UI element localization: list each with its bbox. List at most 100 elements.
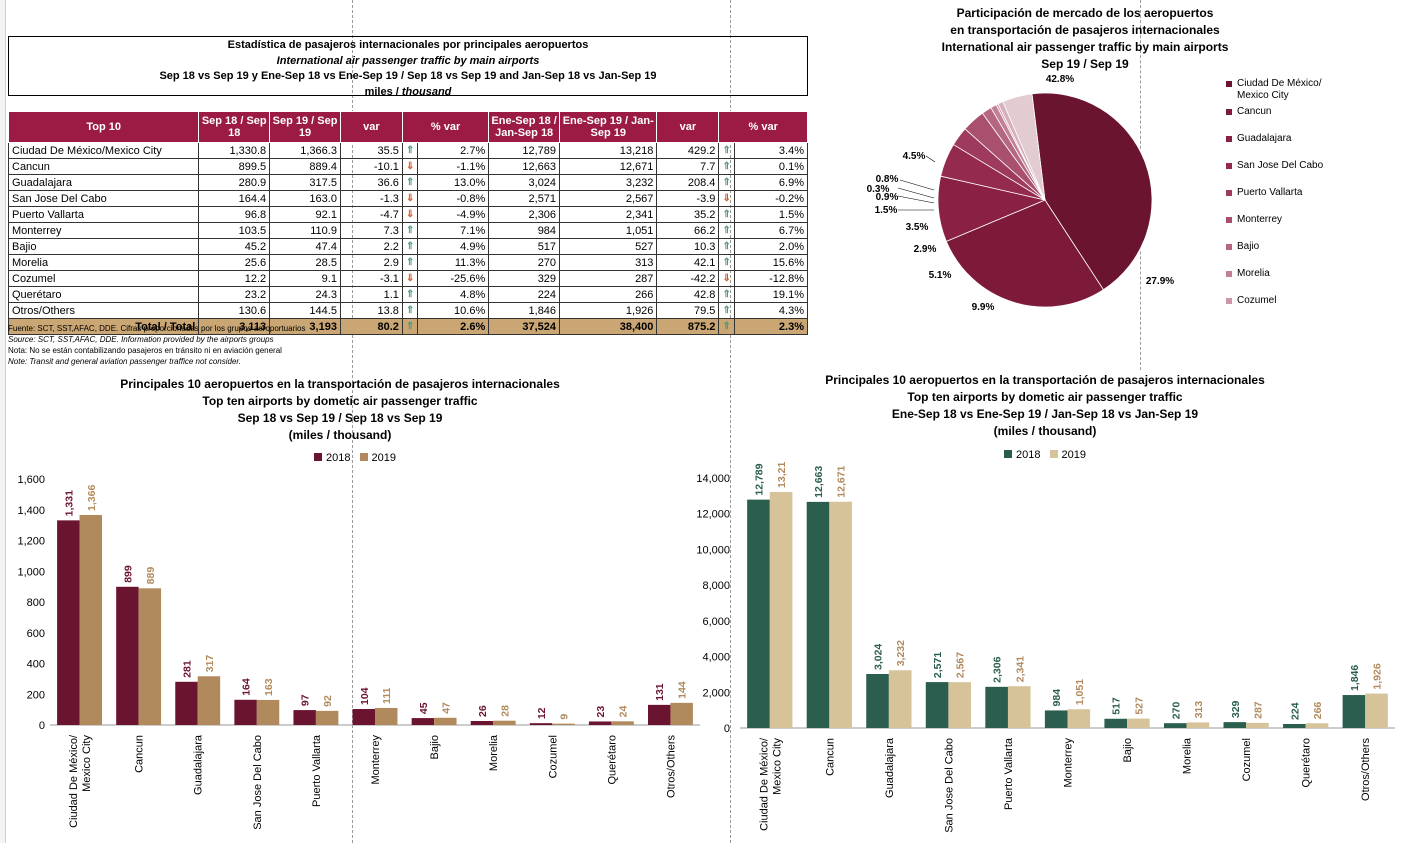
pie-legend-item: Morelia — [1226, 268, 1323, 280]
cell-ene18: 37,524 — [488, 318, 561, 335]
cell-ene18: 12,663 — [488, 158, 561, 175]
pie-legend-label: Monterrey — [1237, 214, 1283, 225]
airport-name-cell: Otros/Others — [7, 302, 200, 319]
cell-pvar: -25.6% — [417, 270, 490, 287]
bar-2018 — [866, 674, 889, 728]
col-header-var2: var — [656, 111, 720, 143]
trend-arrow-icon: ⇑ — [722, 241, 731, 252]
x-tick-label: Querétaro — [606, 735, 618, 785]
note-en: Note: Transit and general aviation passe… — [8, 357, 242, 366]
bar-2018 — [175, 681, 198, 725]
pie-legend-label: Morelia — [1237, 268, 1270, 279]
cell-sep18: 103.5 — [198, 222, 271, 239]
cell-pvar2: 15.6% — [733, 254, 809, 271]
bar-2019 — [493, 720, 516, 725]
table-title-box: Estadística de pasajeros internacionales… — [8, 36, 808, 98]
cell-var2: 7.7 — [656, 158, 720, 175]
cell-sep19: 28.5 — [269, 254, 341, 271]
cell-ene19: 266 — [559, 286, 658, 303]
bar-2018 — [588, 721, 612, 725]
bar-2019 — [79, 514, 102, 725]
cell-var: 2.2 — [339, 238, 403, 255]
cell-ene18: 1,846 — [488, 302, 561, 319]
cell-sep19: 1,366.3 — [269, 142, 341, 159]
bar-data-label: 281 — [182, 660, 194, 678]
table-row: Querétaro 23.2 24.3 1.1 ⇑ 4.8% 224 266 42.8 ⇑ 19.1… — [7, 286, 809, 303]
bar-2018 — [747, 499, 770, 728]
x-tick-label: Otros/Others — [1360, 738, 1372, 801]
cell-pvar2: 2.3% — [733, 318, 809, 335]
airport-name-cell: Monterrey — [7, 222, 200, 239]
cell-sep19: 9.1 — [269, 270, 341, 287]
table-title: Estadística de pasajeros internacionales… — [227, 39, 589, 51]
y-tick-label: 2,000 — [702, 687, 730, 699]
table-row: Monterrey 103.5 110.9 7.3 ⇑ 7.1% 984 1,051 66.2 ⇑… — [7, 222, 809, 239]
trend-arrow-icon: ⇑ — [405, 321, 415, 332]
trend-arrow-icon: ⇑ — [401, 254, 419, 271]
cell-var: 2.9 — [339, 254, 403, 271]
cell-pvar2: 6.7% — [733, 222, 809, 239]
trend-arrow-icon: ⇑ — [405, 257, 415, 268]
airport-name-cell: Cozumel — [7, 270, 200, 287]
trend-arrow-icon: ⇑ — [718, 174, 735, 191]
cell-sep18: 280.9 — [198, 174, 271, 191]
bar-data-label: 3,232 — [895, 640, 907, 666]
pie-legend-label: Cancun — [1237, 106, 1272, 117]
airport-name-cell: Ciudad De México/Mexico City — [7, 142, 200, 159]
cell-pvar2: 4.3% — [733, 302, 809, 319]
table-row: Cancun 899.5 889.4 -10.1 ⇓ -1.1% 12,663 12,671 7… — [7, 158, 809, 175]
legend-swatch — [1226, 298, 1232, 304]
bar-data-label: 23 — [595, 706, 607, 718]
cell-var2: 35.2 — [656, 206, 720, 223]
bar-2019 — [375, 707, 398, 725]
x-tick-label: Bajio — [429, 735, 441, 759]
cell-ene19: 2,341 — [559, 206, 658, 223]
pie-title-line: International air passenger traffic by m… — [941, 40, 1229, 54]
cell-ene19: 313 — [559, 254, 658, 271]
cell-pvar: 10.6% — [417, 302, 490, 319]
cell-ene19: 527 — [559, 238, 658, 255]
table-units: miles / thousand — [364, 85, 452, 98]
cell-var2: 875.2 — [656, 318, 720, 335]
bar-data-label: 527 — [1133, 697, 1145, 715]
bar-data-label: 270 — [1170, 701, 1182, 719]
y-tick-label: 0 — [39, 720, 45, 732]
note-source-en: Source: SCT, SST,AFAC, DDE. Information … — [8, 335, 274, 344]
bar-data-label: 3,024 — [873, 644, 885, 670]
x-tick-label: Bajio — [1122, 738, 1134, 762]
y-tick-label: 14,000 — [696, 473, 730, 485]
col-header-sep18: Sep 18 / Sep 18 — [198, 111, 271, 143]
pie-legend-item: Cozumel — [1226, 295, 1323, 307]
pie-legend-item: Ciudad De México/Mexico City — [1226, 78, 1323, 102]
cell-pvar2: 3.4% — [733, 142, 809, 159]
table-title-en: International air passenger traffic by m… — [276, 54, 540, 67]
x-tick-label: Mexico City — [81, 735, 93, 792]
cell-sep18: 3,113 — [198, 318, 271, 335]
trend-arrow-icon: ⇑ — [405, 289, 415, 300]
bar-data-label: 1,051 — [1074, 679, 1086, 705]
x-tick-label: Cozumel — [1241, 738, 1253, 781]
bar-data-label: 92 — [322, 695, 334, 707]
bar-2019 — [1246, 722, 1269, 728]
y-tick-label: 1,600 — [17, 474, 45, 486]
table-row: Otros/Others 130.6 144.5 13.8 ⇑ 10.6% 1,846 1,9… — [7, 302, 809, 319]
cell-ene18: 2,571 — [488, 190, 561, 207]
cell-var2: -42.2 — [656, 270, 720, 287]
pie-data-label: 1.5% — [875, 205, 898, 216]
pie-data-label: 5.1% — [929, 270, 952, 281]
legend-swatch — [1226, 217, 1232, 223]
cell-ene19: 3,232 — [559, 174, 658, 191]
pie-data-label: 42.8% — [1046, 74, 1074, 85]
cell-ene18: 329 — [488, 270, 561, 287]
bar-data-label: 26 — [477, 705, 489, 717]
bar-data-label: 1,331 — [63, 490, 75, 516]
trend-arrow-icon: ⇑ — [718, 286, 735, 303]
cell-ene18: 12,789 — [488, 142, 561, 159]
cell-var: -4.7 — [339, 206, 403, 223]
y-tick-label: 800 — [27, 597, 45, 609]
bar-2019 — [434, 717, 457, 725]
bar-2019 — [829, 501, 852, 728]
pie-data-label: 27.9% — [1146, 276, 1174, 287]
pie-title-line: en transportación de pasajeros internaci… — [950, 23, 1220, 37]
y-tick-label: 400 — [27, 659, 45, 671]
